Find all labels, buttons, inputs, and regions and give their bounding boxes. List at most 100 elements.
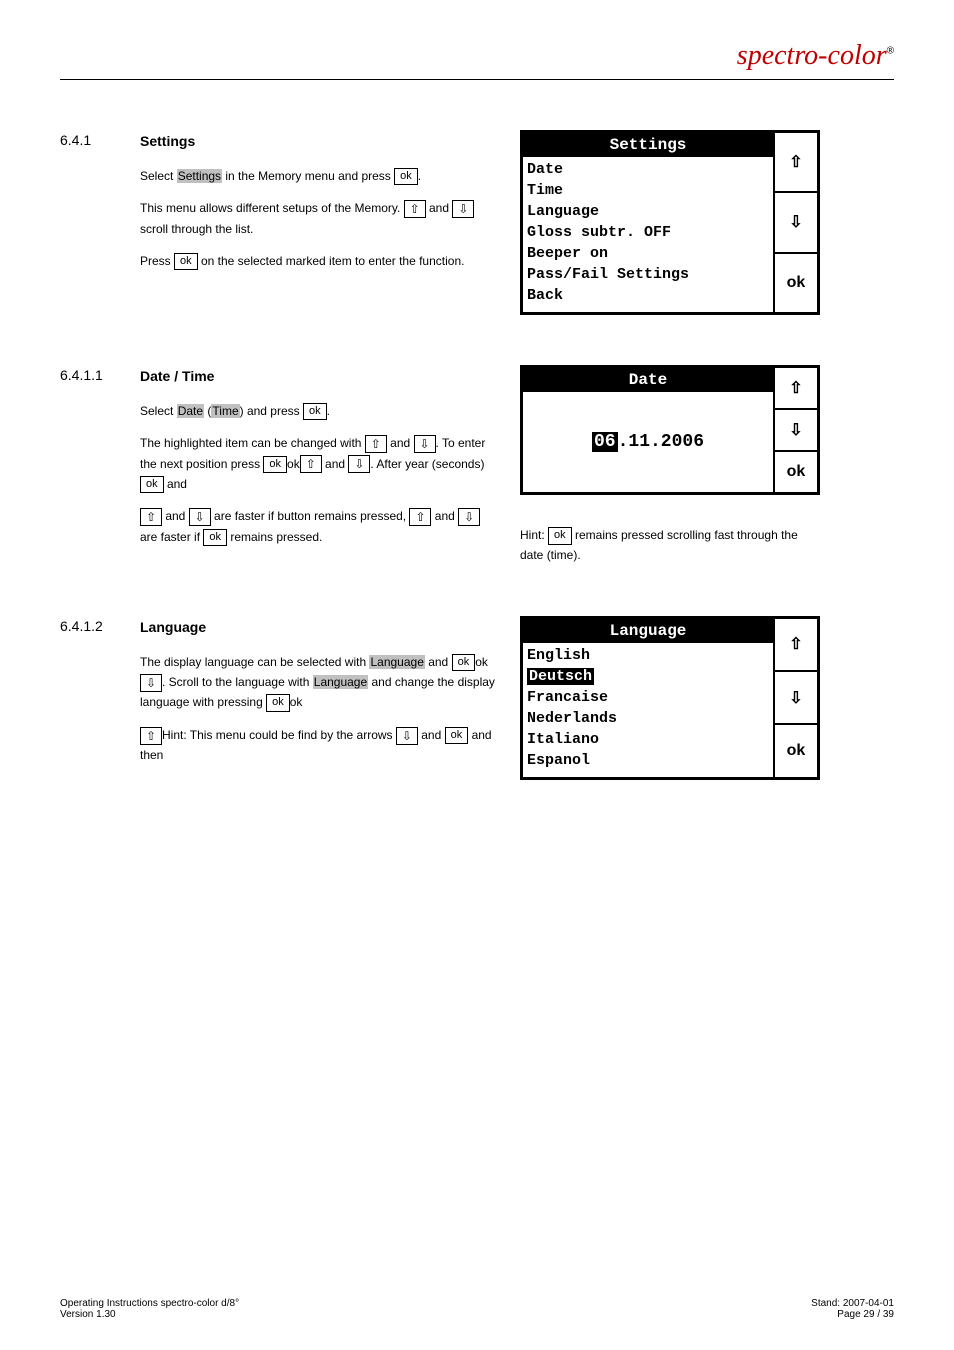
device-menu-items: Date Time Language Gloss subtr. OFF Beep…	[523, 157, 773, 312]
section-right: Language English Deutsch Francaise Neder…	[520, 616, 894, 780]
up-arrow-icon: ⇧	[404, 200, 426, 218]
brand-logo: spectro-color®	[737, 40, 894, 72]
section-language: 6.4.1.2 Language The display language ca…	[60, 616, 894, 780]
footer-line-2: Version 1.30 Page 29 / 39	[60, 1309, 894, 1320]
registered-mark: ®	[887, 46, 894, 57]
ok-button-ref: ok	[203, 529, 227, 546]
hl-time: Time	[211, 404, 239, 418]
menu-item-selected[interactable]: Deutsch	[527, 666, 769, 687]
device-title: Language	[523, 619, 773, 643]
device-up-button[interactable]: ⇧	[775, 368, 817, 410]
section-right: Settings Date Time Language Gloss subtr.…	[520, 130, 894, 315]
page-header: spectro-color®	[60, 30, 894, 80]
menu-item[interactable]: Language	[527, 201, 769, 222]
device-title: Date	[523, 368, 773, 392]
menu-item[interactable]: Italiano	[527, 729, 769, 750]
section-title: Language	[140, 616, 500, 640]
device-up-button[interactable]: ⇧	[775, 133, 817, 193]
device-side-buttons: ⇧ ⇩ ok	[775, 368, 817, 492]
section-body: Language The display language can be sel…	[140, 616, 520, 778]
ok-button-ref: ok	[174, 253, 198, 270]
device-date-value: 06.11.2006	[523, 392, 773, 492]
date-day-selected[interactable]: 06	[592, 432, 618, 452]
device-screen-date: Date 06.11.2006 ⇧ ⇩ ok	[520, 365, 820, 495]
ok-button-ref: ok	[445, 727, 469, 744]
device-up-button[interactable]: ⇧	[775, 619, 817, 672]
down-arrow-icon: ⇩	[140, 674, 162, 692]
section-title: Date / Time	[140, 365, 500, 389]
paragraph: The highlighted item can be changed with…	[140, 433, 500, 494]
device-screen-language: Language English Deutsch Francaise Neder…	[520, 616, 820, 780]
menu-item[interactable]: Time	[527, 180, 769, 201]
footer-left: Version 1.30	[60, 1309, 837, 1320]
paragraph: Press ok on the selected marked item to …	[140, 251, 500, 271]
menu-item[interactable]: Beeper on	[527, 243, 769, 264]
footer-right: Page 29 / 39	[837, 1309, 894, 1320]
hl-settings: Settings	[177, 169, 222, 183]
menu-item[interactable]: Espanol	[527, 750, 769, 771]
menu-item[interactable]: Gloss subtr. OFF	[527, 222, 769, 243]
right-hint: Hint: ok remains pressed scrolling fast …	[520, 525, 820, 566]
device-side-buttons: ⇧ ⇩ ok	[775, 133, 817, 312]
device-main: Date 06.11.2006	[523, 368, 775, 492]
up-arrow-icon: ⇧	[140, 727, 162, 745]
paragraph-note: ⇧ and ⇩ are faster if button remains pre…	[140, 506, 500, 547]
menu-item[interactable]: Nederlands	[527, 708, 769, 729]
device-ok-button[interactable]: ok	[775, 725, 817, 776]
down-arrow-icon: ⇩	[348, 455, 370, 473]
paragraph: This menu allows different setups of the…	[140, 198, 500, 239]
section-number: 6.4.1.1	[60, 365, 140, 383]
down-arrow-icon: ⇩	[189, 508, 211, 526]
section-datetime: 6.4.1.1 Date / Time Select Date (Time) a…	[60, 365, 894, 566]
menu-item[interactable]: Back	[527, 285, 769, 306]
paragraph: Select Date (Time) and press ok.	[140, 401, 500, 421]
menu-item[interactable]: English	[527, 645, 769, 666]
paragraph-hint: ⇧Hint: This menu could be find by the ar…	[140, 725, 500, 766]
section-number: 6.4.1	[60, 130, 140, 148]
paragraph: Select Settings in the Memory menu and p…	[140, 166, 500, 186]
device-screen-settings: Settings Date Time Language Gloss subtr.…	[520, 130, 820, 315]
ok-button-ref: ok	[452, 654, 476, 671]
section-title: Settings	[140, 130, 500, 154]
footer-left: Operating Instructions spectro-color d/8…	[60, 1298, 811, 1309]
ok-button-ref: ok	[394, 168, 418, 185]
section-body: Settings Select Settings in the Memory m…	[140, 130, 520, 283]
down-arrow-icon: ⇩	[458, 508, 480, 526]
date-rest: .11.2006	[618, 432, 704, 452]
device-main: Settings Date Time Language Gloss subtr.…	[523, 133, 775, 312]
device-down-button[interactable]: ⇩	[775, 193, 817, 253]
menu-item[interactable]: Pass/Fail Settings	[527, 264, 769, 285]
section-settings: 6.4.1 Settings Select Settings in the Me…	[60, 130, 894, 315]
device-down-button[interactable]: ⇩	[775, 672, 817, 725]
hl-language: Language	[369, 655, 424, 669]
ok-button-ref: ok	[266, 694, 290, 711]
ok-button-ref: ok	[140, 476, 164, 493]
footer-right: Stand: 2007-04-01	[811, 1298, 894, 1309]
device-title: Settings	[523, 133, 773, 157]
section-number: 6.4.1.2	[60, 616, 140, 634]
brand-text: spectro-color	[737, 40, 887, 71]
paragraph: The display language can be selected wit…	[140, 652, 500, 713]
section-body: Date / Time Select Date (Time) and press…	[140, 365, 520, 559]
ok-button-ref: ok	[263, 456, 287, 473]
up-arrow-icon: ⇧	[140, 508, 162, 526]
hl-date: Date	[177, 404, 204, 418]
footer-line-1: Operating Instructions spectro-color d/8…	[60, 1298, 894, 1309]
device-ok-button[interactable]: ok	[775, 254, 817, 312]
menu-item[interactable]: Francaise	[527, 687, 769, 708]
page-footer: Operating Instructions spectro-color d/8…	[60, 1298, 894, 1320]
device-ok-button[interactable]: ok	[775, 452, 817, 492]
ok-button-ref: ok	[303, 403, 327, 420]
down-arrow-icon: ⇩	[414, 435, 436, 453]
up-arrow-icon: ⇧	[409, 508, 431, 526]
hl-language: Language	[313, 675, 368, 689]
device-main: Language English Deutsch Francaise Neder…	[523, 619, 775, 777]
down-arrow-icon: ⇩	[452, 200, 474, 218]
section-right: Date 06.11.2006 ⇧ ⇩ ok Hint: ok remains …	[520, 365, 894, 566]
ok-button-ref: ok	[548, 527, 572, 544]
up-arrow-icon: ⇧	[365, 435, 387, 453]
menu-item[interactable]: Date	[527, 159, 769, 180]
up-arrow-icon: ⇧	[300, 455, 322, 473]
device-side-buttons: ⇧ ⇩ ok	[775, 619, 817, 777]
device-down-button[interactable]: ⇩	[775, 410, 817, 452]
